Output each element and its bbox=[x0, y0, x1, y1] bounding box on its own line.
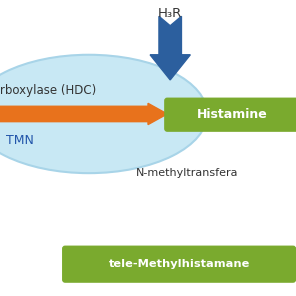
Text: TMN: TMN bbox=[6, 134, 34, 147]
Text: Histamine: Histamine bbox=[197, 108, 268, 121]
Polygon shape bbox=[150, 16, 190, 80]
FancyArrow shape bbox=[0, 103, 167, 125]
FancyBboxPatch shape bbox=[63, 246, 295, 282]
Ellipse shape bbox=[0, 55, 207, 173]
Text: H₃R: H₃R bbox=[158, 7, 182, 20]
FancyBboxPatch shape bbox=[165, 98, 296, 131]
Text: N-methyltransfera: N-methyltransfera bbox=[136, 168, 239, 178]
Text: ecarboxylase (HDC): ecarboxylase (HDC) bbox=[0, 84, 96, 97]
Text: tele-Methylhistamane: tele-Methylhistamane bbox=[108, 259, 250, 269]
